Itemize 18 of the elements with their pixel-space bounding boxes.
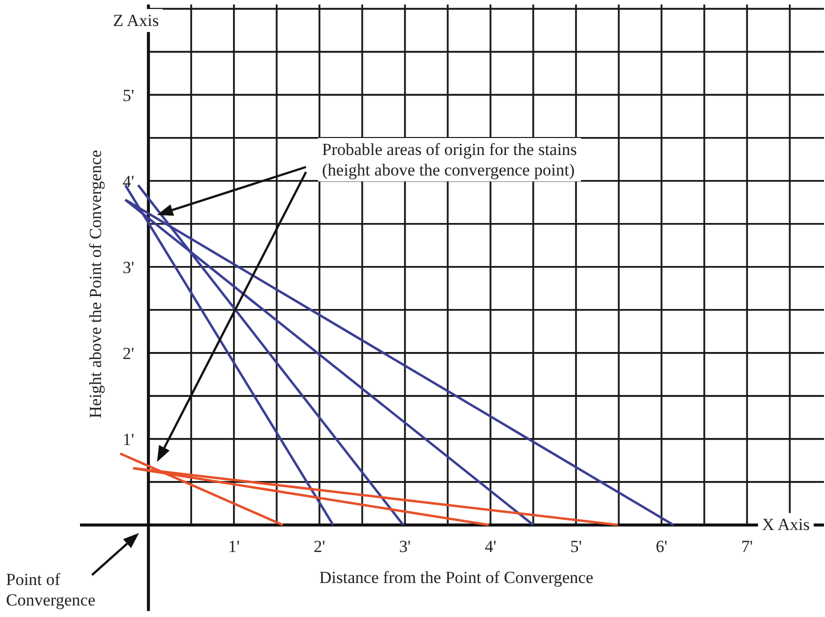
y-tick-label: 3'	[122, 258, 134, 277]
x-tick-label: 3'	[399, 536, 411, 556]
x-tick-label: 5'	[570, 536, 582, 556]
x-tick-label: 2'	[314, 536, 326, 556]
x-tick-label: 4'	[484, 536, 496, 556]
y-axis-title: Height above the Point of Convergence	[86, 150, 105, 418]
x-tick-label: 6'	[656, 536, 668, 556]
x-tick-label: 1'	[228, 536, 240, 556]
y-tick-label: 4'	[122, 172, 134, 191]
annotation: Z Axis	[113, 11, 159, 30]
annotation: X Axis	[762, 515, 810, 534]
y-tick-label: 2'	[122, 344, 134, 363]
y-tick-label: 5'	[122, 86, 134, 105]
annotation: Probable areas of origin for the stains (height above the convergence point)	[322, 140, 577, 180]
y-tick-label: 1'	[122, 430, 134, 449]
x-axis-title: Distance from the Point of Convergence	[319, 568, 594, 587]
annotation: Point of Convergence	[6, 570, 96, 610]
x-tick-label: 7'	[741, 536, 753, 556]
